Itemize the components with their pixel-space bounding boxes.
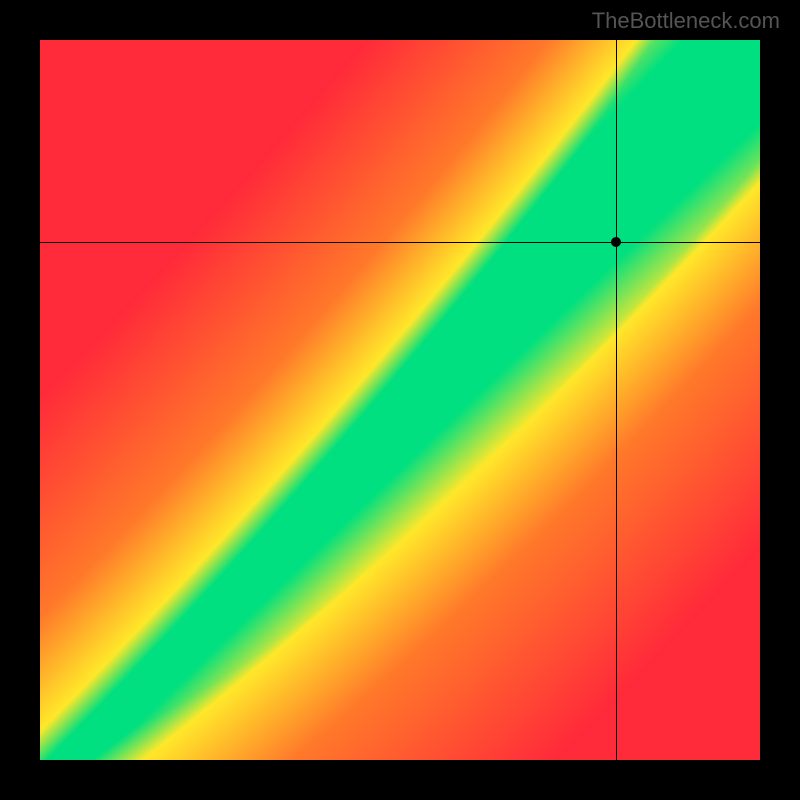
crosshair-horizontal xyxy=(40,242,760,243)
crosshair-vertical xyxy=(616,40,617,760)
marker-dot xyxy=(611,237,621,247)
watermark-text: TheBottleneck.com xyxy=(592,8,780,34)
heatmap-canvas xyxy=(40,40,760,760)
bottleneck-heatmap xyxy=(40,40,760,760)
